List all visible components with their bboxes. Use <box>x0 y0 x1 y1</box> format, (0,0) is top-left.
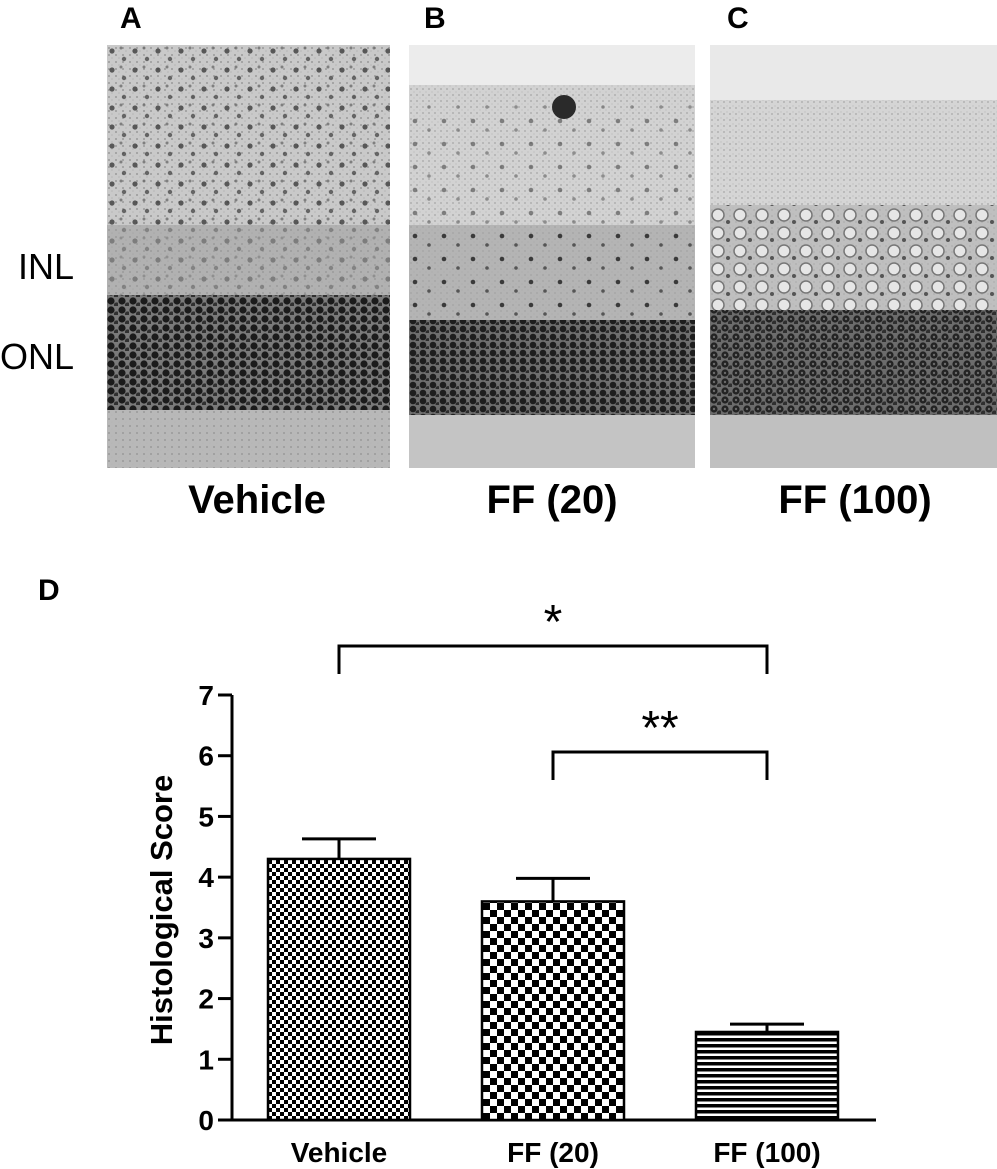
x-tick-label: Vehicle <box>291 1137 388 1168</box>
panel-letter-d: D <box>38 574 60 607</box>
bar <box>480 900 626 1122</box>
x-tick-label: FF (20) <box>507 1137 599 1168</box>
y-tick-label: 0 <box>198 1105 214 1136</box>
y-tick-label: 2 <box>198 984 214 1015</box>
panel-letter-c: C <box>727 2 749 35</box>
y-tick-label: 5 <box>198 801 214 832</box>
y-tick-label: 4 <box>198 862 214 893</box>
significance-marker: ** <box>641 702 678 755</box>
y-tick-label: 6 <box>198 741 214 772</box>
micrograph-label-vehicle: Vehicle <box>188 478 326 522</box>
inl-label: INL <box>18 246 75 287</box>
y-axis-label: Histological Score <box>144 775 179 1045</box>
panel-letter-a: A <box>120 2 142 35</box>
micrograph-label-ff-100: FF (100) <box>778 478 932 522</box>
y-tick-label: 1 <box>198 1044 214 1075</box>
significance-bracket <box>337 644 769 674</box>
micrograph-label-ff-20: FF (20) <box>486 478 618 522</box>
micrograph-ff-100 <box>710 45 997 468</box>
micrograph-vehicle <box>107 45 390 468</box>
micrograph-ff-20 <box>409 45 695 468</box>
significance-marker: * <box>544 596 563 649</box>
onl-label: ONL <box>0 336 75 377</box>
y-tick-label: 7 <box>198 680 214 711</box>
bar <box>694 1030 840 1122</box>
x-tick-label: FF (100) <box>713 1137 820 1168</box>
significance-bracket <box>551 750 769 780</box>
panel-letter-b: B <box>424 2 446 35</box>
bar <box>266 857 412 1122</box>
y-tick-label: 3 <box>198 923 214 954</box>
